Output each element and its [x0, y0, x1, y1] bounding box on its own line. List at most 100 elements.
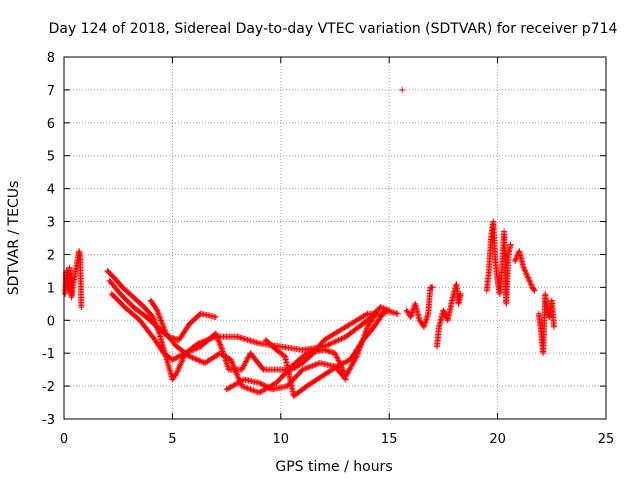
- data-point-track-c: [174, 354, 181, 361]
- data-point-track-c: [213, 331, 220, 338]
- data-point-track-c: [213, 333, 220, 340]
- data-point-track-d: [333, 353, 340, 360]
- data-point-track-c: [239, 365, 246, 372]
- data-point-track-d: [332, 351, 339, 358]
- data-point-track-d: [251, 388, 258, 395]
- y-tick-label: 0: [47, 314, 55, 329]
- data-point-track-d: [185, 352, 192, 359]
- data-point-track-d: [240, 383, 247, 390]
- data-point-track-d: [234, 372, 241, 379]
- data-point-track-c: [218, 344, 225, 351]
- data-point-track-c: [212, 330, 219, 337]
- data-point-track-d: [161, 327, 168, 334]
- data-point-track-d: [244, 385, 251, 392]
- data-point-late-cluster-2: [521, 266, 528, 273]
- data-point-track-c: [193, 345, 200, 352]
- y-tick-label: 8: [47, 51, 55, 66]
- data-point-track-a: [195, 340, 202, 347]
- data-point-track-d: [196, 357, 203, 364]
- data-point-track-c: [240, 362, 247, 369]
- data-point-track-d: [155, 311, 162, 318]
- data-point-track-d: [159, 321, 166, 328]
- data-point-track-a: [179, 357, 186, 364]
- y-tick-label: 5: [47, 150, 55, 165]
- data-point-track-d: [246, 385, 253, 392]
- data-point-track-a: [328, 340, 335, 347]
- data-point-late-cluster-2: [524, 273, 531, 280]
- data-point-track-d: [243, 384, 250, 391]
- data-point-track-c: [187, 347, 194, 354]
- data-point-mid-cluster-1: [429, 284, 436, 291]
- data-point-late-cluster-2: [511, 258, 518, 265]
- data-point-late-cluster-2: [528, 282, 535, 289]
- data-point-track-e: [311, 362, 318, 369]
- data-point-track-c: [172, 355, 179, 362]
- data-point-track-c: [173, 354, 180, 361]
- data-point-track-d: [346, 366, 353, 373]
- data-point-track-c: [217, 341, 224, 348]
- data-point-track-e: [300, 366, 307, 373]
- data-point-mid-cluster-2: [441, 308, 448, 315]
- x-tick-label: 10: [273, 432, 290, 447]
- data-point-track-d: [250, 387, 257, 394]
- data-point-track-d: [188, 354, 195, 361]
- data-point-track-a: [337, 336, 344, 343]
- data-point-track-d: [197, 358, 204, 365]
- data-point-track-d: [192, 355, 199, 362]
- data-point-track-d: [353, 353, 360, 360]
- data-point-track-d: [344, 370, 351, 377]
- data-point-track-c: [242, 359, 249, 366]
- data-point-track-e: [261, 382, 268, 389]
- data-point-track-a: [150, 315, 157, 322]
- data-point-track-e: [260, 381, 267, 388]
- data-point-track-d: [153, 306, 160, 313]
- data-point-track-d: [235, 374, 242, 381]
- y-axis-label: SDTVAR / TECUs: [6, 181, 22, 296]
- data-point-track-c: [216, 338, 223, 345]
- data-point-track-c: [217, 342, 224, 349]
- data-point-track-f: [341, 359, 348, 366]
- data-point-track-c: [177, 352, 184, 359]
- data-point-track-e: [308, 363, 315, 370]
- plot-frame: [63, 56, 607, 420]
- data-point-track-e: [312, 361, 319, 368]
- data-point-track-d: [350, 358, 357, 365]
- x-axis-label: GPS time / hours: [275, 459, 392, 475]
- data-points: [62, 86, 557, 399]
- data-point-track-a: [339, 335, 346, 342]
- y-tick-label: -1: [42, 347, 55, 362]
- data-point-late-cluster-2: [527, 280, 534, 287]
- data-point-track-d: [347, 364, 354, 371]
- x-tick-label: 25: [598, 432, 615, 447]
- data-point-track-c: [243, 357, 250, 364]
- data-point-track-a: [172, 371, 179, 378]
- data-point-track-b: [212, 313, 219, 320]
- data-point-track-a: [378, 304, 385, 311]
- data-point-track-f: [335, 362, 342, 369]
- data-point-track-f: [340, 360, 347, 367]
- data-point-track-d: [232, 368, 239, 375]
- data-point-track-c: [169, 356, 176, 363]
- data-point-track-c: [214, 334, 221, 341]
- data-point-track-d: [229, 361, 236, 368]
- data-point-track-d: [241, 384, 248, 391]
- data-point-track-c: [175, 353, 182, 360]
- data-point-track-d: [230, 362, 237, 369]
- data-point-track-d: [230, 364, 237, 371]
- data-point-track-d: [373, 310, 380, 317]
- data-point-track-d: [160, 324, 167, 331]
- data-point-track-f: [343, 358, 350, 365]
- data-point-track-c: [363, 311, 370, 318]
- data-point-track-d: [189, 354, 196, 361]
- data-point-late-cluster-1: [507, 241, 514, 248]
- data-point-track-a: [332, 338, 339, 345]
- data-point-late-cluster-2: [526, 278, 533, 285]
- data-point-track-a: [176, 362, 183, 369]
- data-point-track-f: [332, 364, 339, 371]
- data-point-late-cluster-2: [526, 277, 533, 284]
- data-point-track-c: [218, 345, 225, 352]
- data-point-track-c: [189, 347, 196, 354]
- data-point-late-cluster-2: [512, 256, 519, 263]
- data-point-track-f: [338, 361, 345, 368]
